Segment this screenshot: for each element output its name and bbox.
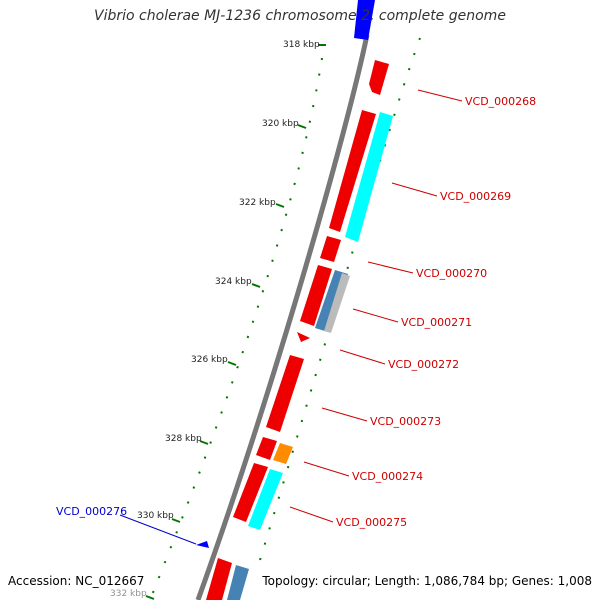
tick-label: 318 kbp bbox=[283, 40, 320, 50]
gene-label[interactable]: VCD_000273 bbox=[370, 415, 441, 428]
gene-label[interactable]: VCD_000274 bbox=[352, 470, 423, 483]
gene-label[interactable]: VCD_000272 bbox=[388, 358, 459, 371]
tick-mark bbox=[171, 518, 181, 523]
tick-label: 324 kbp bbox=[215, 277, 252, 287]
accession-text: Accession: NC_012667 bbox=[8, 574, 145, 588]
tick-label: 320 kbp bbox=[262, 119, 299, 129]
kbp-labels: 318 kbp 320 kbp 322 kbp 324 kbp 326 kbp … bbox=[110, 40, 320, 599]
kbp-ticks bbox=[145, 44, 326, 600]
gc-feature-2 bbox=[248, 469, 283, 530]
steel-feature-2 bbox=[227, 565, 249, 600]
tick-mark bbox=[199, 440, 209, 445]
gene-feature-272[interactable] bbox=[297, 332, 310, 342]
gene-label[interactable]: VCD_000275 bbox=[336, 516, 407, 529]
gene-label[interactable]: VCD_000270 bbox=[416, 267, 487, 280]
backbone-ring bbox=[195, 34, 370, 600]
leader-lines bbox=[119, 89, 463, 545]
blue-gene-small bbox=[196, 541, 209, 548]
tick-label: 322 kbp bbox=[239, 198, 276, 208]
gene-feature-275[interactable] bbox=[233, 463, 268, 522]
orange-feature bbox=[273, 443, 293, 464]
tick-label: 328 kbp bbox=[165, 434, 202, 444]
gene-feature-271[interactable] bbox=[300, 265, 332, 326]
gene-feature-273[interactable] bbox=[266, 355, 304, 432]
gene-label[interactable]: VCD_000269 bbox=[440, 190, 511, 203]
genome-summary-text: Topology: circular; Length: 1,086,784 bp… bbox=[262, 574, 592, 588]
tick-label: 330 kbp bbox=[137, 511, 174, 521]
tick-label: 326 kbp bbox=[191, 355, 228, 365]
gene-label[interactable]: VCD_000276 bbox=[56, 505, 127, 518]
gene-label[interactable]: VCD_000268 bbox=[465, 95, 536, 108]
tick-mark bbox=[297, 124, 307, 129]
forward-genes bbox=[206, 60, 389, 600]
grey-feature bbox=[324, 273, 350, 333]
tick-mark bbox=[275, 203, 285, 208]
tick-mark bbox=[251, 283, 261, 288]
inner-dotted-ring bbox=[149, 57, 323, 600]
gene-feature-270[interactable] bbox=[320, 236, 341, 262]
gene-feature-274[interactable] bbox=[256, 437, 277, 460]
gene-label[interactable]: VCD_000271 bbox=[401, 316, 472, 329]
gene-feature-268[interactable] bbox=[369, 60, 389, 95]
tick-mark bbox=[227, 361, 237, 366]
map-title: Vibrio cholerae MJ-1236 chromosome 2, co… bbox=[94, 8, 506, 24]
tick-label: 332 kbp bbox=[110, 589, 147, 599]
secondary-track bbox=[196, 0, 393, 600]
gene-labels: VCD_000268 VCD_000269 VCD_000270 VCD_000… bbox=[56, 95, 536, 529]
gene-feature-269[interactable] bbox=[329, 110, 376, 232]
blue-gene-top bbox=[354, 0, 375, 40]
tick-mark bbox=[145, 595, 155, 600]
gene-feature-bottom[interactable] bbox=[206, 558, 232, 600]
gc-feature bbox=[345, 112, 393, 242]
